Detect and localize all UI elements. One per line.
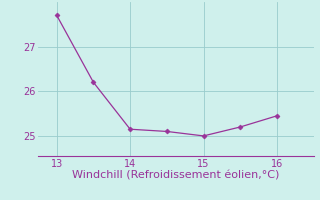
X-axis label: Windchill (Refroidissement éolien,°C): Windchill (Refroidissement éolien,°C) xyxy=(72,170,280,180)
